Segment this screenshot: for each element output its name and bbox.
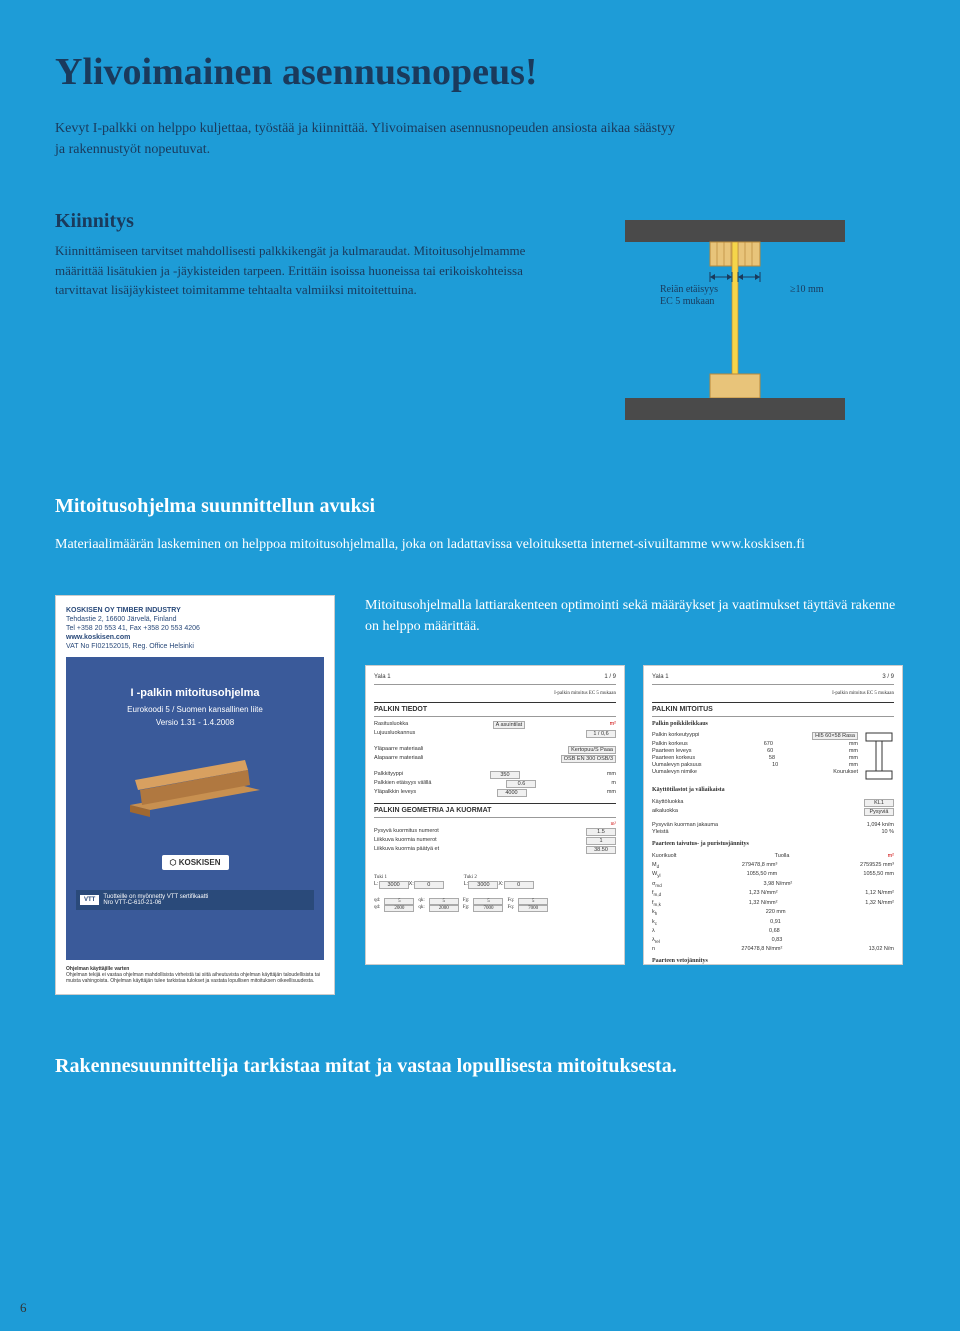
page-title: Ylivoimainen asennusnopeus! <box>55 50 905 94</box>
sc1-blue-panel: I -palkin mitoitusohjelma Eurokoodi 5 / … <box>66 657 324 960</box>
right-text: Mitoitusohjelmalla lattiarakenteen optim… <box>365 595 905 637</box>
svg-text:≥10 mm: ≥10 mm <box>790 284 824 295</box>
screenshots-pair: Yala 1 1 / 9 I-palkin mitoitus EC 5 muka… <box>365 665 905 965</box>
page-number: 6 <box>20 1300 27 1316</box>
kiinnitys-body: Kiinnittämiseen tarvitset mahdollisesti … <box>55 241 555 300</box>
screenshot-form-1: Yala 1 1 / 9 I-palkin mitoitus EC 5 muka… <box>365 665 625 965</box>
svg-text:EC 5 mukaan: EC 5 mukaan <box>660 296 714 307</box>
intro-text: Kevyt I-palkki on helppo kuljettaa, työs… <box>55 118 675 160</box>
mitoitus-body: Materiaalimäärän laskeminen on helppoa m… <box>55 534 905 555</box>
mitoitus-title: Mitoitusohjelma suunnittellun avuksi <box>55 495 905 518</box>
kiinnitys-title: Kiinnitys <box>55 210 555 233</box>
sc1-header: KOSKISEN OY TIMBER INDUSTRY Tehdastie 2,… <box>66 606 324 651</box>
svg-text:Reiän etäisyys: Reiän etäisyys <box>660 284 718 295</box>
screenshots-row: KOSKISEN OY TIMBER INDUSTRY Tehdastie 2,… <box>55 595 905 995</box>
beam-diagram: Reiän etäisyys EC 5 mukaan ≥10 mm <box>605 210 865 435</box>
kiinnitys-text: Kiinnitys Kiinnittämiseen tarvitset mahd… <box>55 210 555 435</box>
ibeam-section-icon <box>864 731 894 781</box>
kiinnitys-section: Kiinnitys Kiinnittämiseen tarvitset mahd… <box>55 210 905 435</box>
ibeam-3d-icon <box>120 755 270 825</box>
sc1-footer: Ohjelman käyttäjille varten Ohjelman tek… <box>66 966 324 984</box>
vtt-cert: VTT Tuotteille on myönnetty VTT sertifik… <box>76 890 314 910</box>
right-column: Mitoitusohjelmalla lattiarakenteen optim… <box>365 595 905 995</box>
screenshot-form-2: Yala 1 3 / 9 I-palkin mitoitus EC 5 muka… <box>643 665 903 965</box>
bottom-title: Rakennesuunnittelija tarkistaa mitat ja … <box>55 1055 905 1078</box>
screenshot-cover: KOSKISEN OY TIMBER INDUSTRY Tehdastie 2,… <box>55 595 335 995</box>
koskisen-logo: ⬡ KOSKISEN <box>162 855 229 870</box>
